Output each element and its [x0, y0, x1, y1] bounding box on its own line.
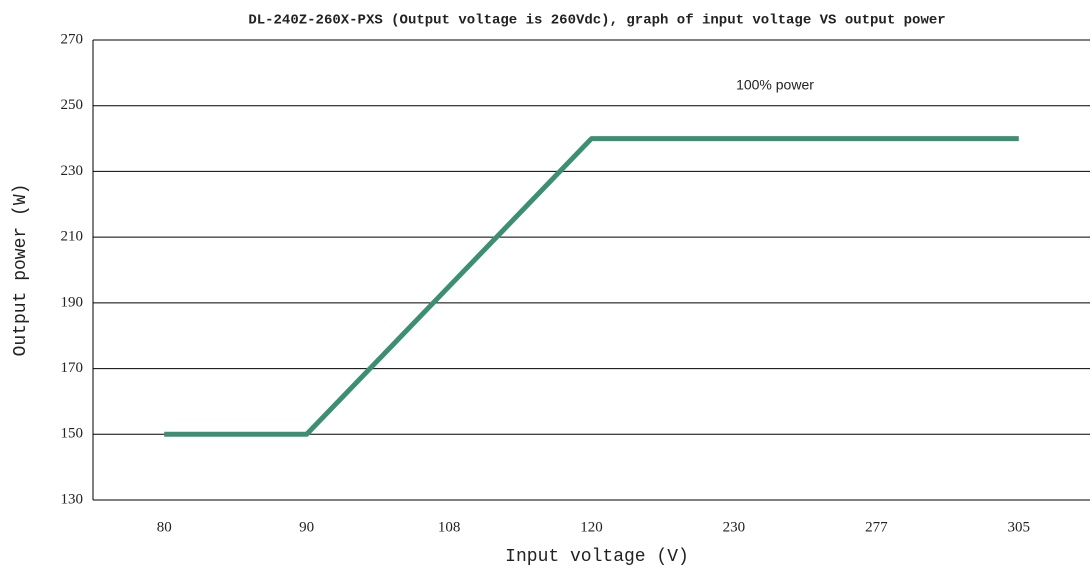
y-tick-label: 230 — [61, 163, 84, 179]
y-tick-label: 170 — [61, 360, 84, 376]
x-tick-label: 305 — [1008, 519, 1031, 535]
y-tick-label: 270 — [61, 31, 84, 47]
x-tick-label: 230 — [723, 519, 746, 535]
y-tick-label: 130 — [61, 491, 84, 507]
y-axis-title: Output power (W) — [11, 184, 31, 357]
y-tick-label: 210 — [61, 229, 84, 245]
x-tick-label: 108 — [438, 519, 461, 535]
chart-title: DL-240Z-260X-PXS (Output voltage is 260V… — [248, 13, 945, 29]
x-tick-label: 277 — [865, 519, 888, 535]
y-tick-label: 150 — [61, 426, 84, 442]
x-tick-label: 120 — [580, 519, 603, 535]
y-tick-label: 190 — [61, 294, 84, 310]
x-tick-label: 90 — [299, 519, 314, 535]
annotation: 100% power — [736, 77, 814, 93]
y-tick-label: 250 — [61, 97, 84, 113]
x-tick-label: 80 — [157, 519, 172, 535]
x-axis-title: Input voltage (V) — [505, 547, 689, 567]
data-line — [164, 136, 1019, 437]
